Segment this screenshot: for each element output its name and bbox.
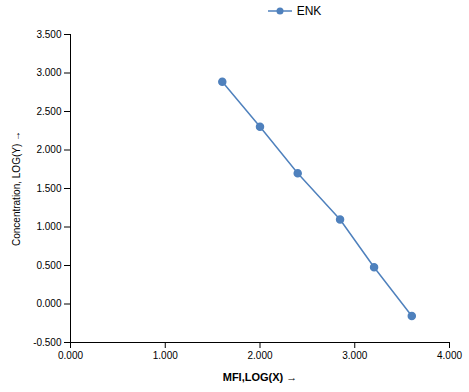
svg-text:4.000: 4.000 xyxy=(437,350,462,361)
svg-text:1.500: 1.500 xyxy=(36,183,61,194)
svg-text:-0.500: -0.500 xyxy=(33,337,62,348)
svg-text:0.500: 0.500 xyxy=(36,260,61,271)
svg-text:3.000: 3.000 xyxy=(36,67,61,78)
svg-text:3.500: 3.500 xyxy=(36,29,61,40)
svg-text:2.500: 2.500 xyxy=(36,106,61,117)
html-text:ENK: ENK xyxy=(296,4,322,18)
svg-text:MFI,LOG(X) →: MFI,LOG(X) → xyxy=(223,371,298,383)
svg-text:0.000: 0.000 xyxy=(58,350,83,361)
svg-text:0.000: 0.000 xyxy=(36,298,61,309)
svg-text:3.000: 3.000 xyxy=(342,350,367,361)
svg-text:1.000: 1.000 xyxy=(36,221,61,232)
svg-text:2.000: 2.000 xyxy=(247,350,272,361)
svg-text:1.000: 1.000 xyxy=(153,350,178,361)
svg-text:2.000: 2.000 xyxy=(36,144,61,155)
svg-text:Concentration, LOG(Y) →: Concentration, LOG(Y) → xyxy=(11,131,22,246)
